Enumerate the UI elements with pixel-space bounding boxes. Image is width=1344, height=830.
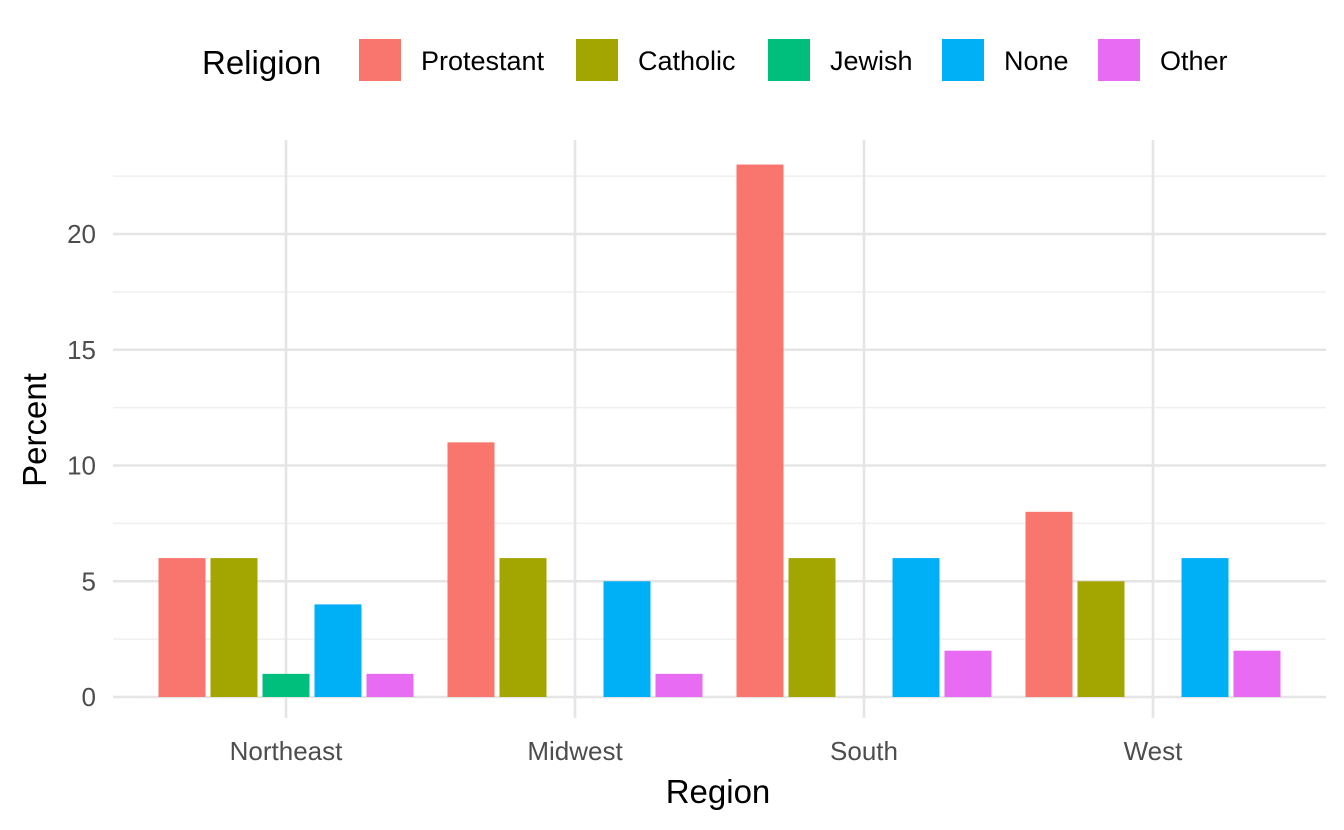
bar-other-south — [944, 650, 992, 697]
bar-none-midwest — [603, 581, 651, 697]
x-axis-ticks: Northeast Midwest South West — [230, 736, 1184, 766]
bars — [158, 164, 1281, 698]
x-tick-label: Midwest — [527, 736, 623, 766]
legend-label-protestant: Protestant — [421, 46, 545, 76]
bar-protestant-west — [1025, 511, 1073, 697]
bar-other-west — [1233, 650, 1281, 697]
bar-protestant-midwest — [447, 442, 495, 697]
y-tick-label: 10 — [67, 451, 96, 481]
legend: Religion Protestant Catholic Jewish None Oth… — [202, 39, 1228, 81]
legend-key-protestant — [359, 39, 401, 81]
y-tick-label: 15 — [67, 335, 96, 365]
y-tick-label: 5 — [82, 566, 96, 596]
y-tick-label: 0 — [82, 682, 96, 712]
legend-title: Religion — [202, 44, 321, 81]
legend-key-catholic — [576, 39, 618, 81]
bar-catholic-midwest — [499, 558, 547, 697]
bar-protestant-northeast — [158, 558, 206, 697]
legend-key-none — [942, 39, 984, 81]
x-tick-label: Northeast — [230, 736, 343, 766]
legend-label-jewish: Jewish — [830, 46, 913, 76]
grid-lines — [113, 140, 1326, 718]
x-axis-title: Region — [666, 773, 771, 810]
x-tick-label: West — [1124, 736, 1184, 766]
legend-key-other — [1098, 39, 1140, 81]
bar-none-northeast — [314, 604, 362, 697]
bar-catholic-south — [788, 558, 836, 697]
bar-protestant-south — [736, 164, 784, 698]
bar-catholic-west — [1077, 581, 1125, 697]
y-axis-ticks: 0 5 10 15 20 — [67, 219, 96, 712]
legend-label-other: Other — [1160, 46, 1228, 76]
x-tick-label: South — [830, 736, 898, 766]
legend-label-catholic: Catholic — [638, 46, 736, 76]
bar-catholic-northeast — [210, 558, 258, 697]
bar-none-south — [892, 558, 940, 697]
bar-other-northeast — [366, 673, 414, 697]
bar-jewish-northeast — [262, 673, 310, 697]
legend-key-jewish — [768, 39, 810, 81]
legend-label-none: None — [1004, 46, 1069, 76]
y-tick-label: 20 — [67, 219, 96, 249]
bar-other-midwest — [655, 673, 703, 697]
y-axis-title: Percent — [16, 373, 53, 487]
bar-none-west — [1181, 558, 1229, 697]
